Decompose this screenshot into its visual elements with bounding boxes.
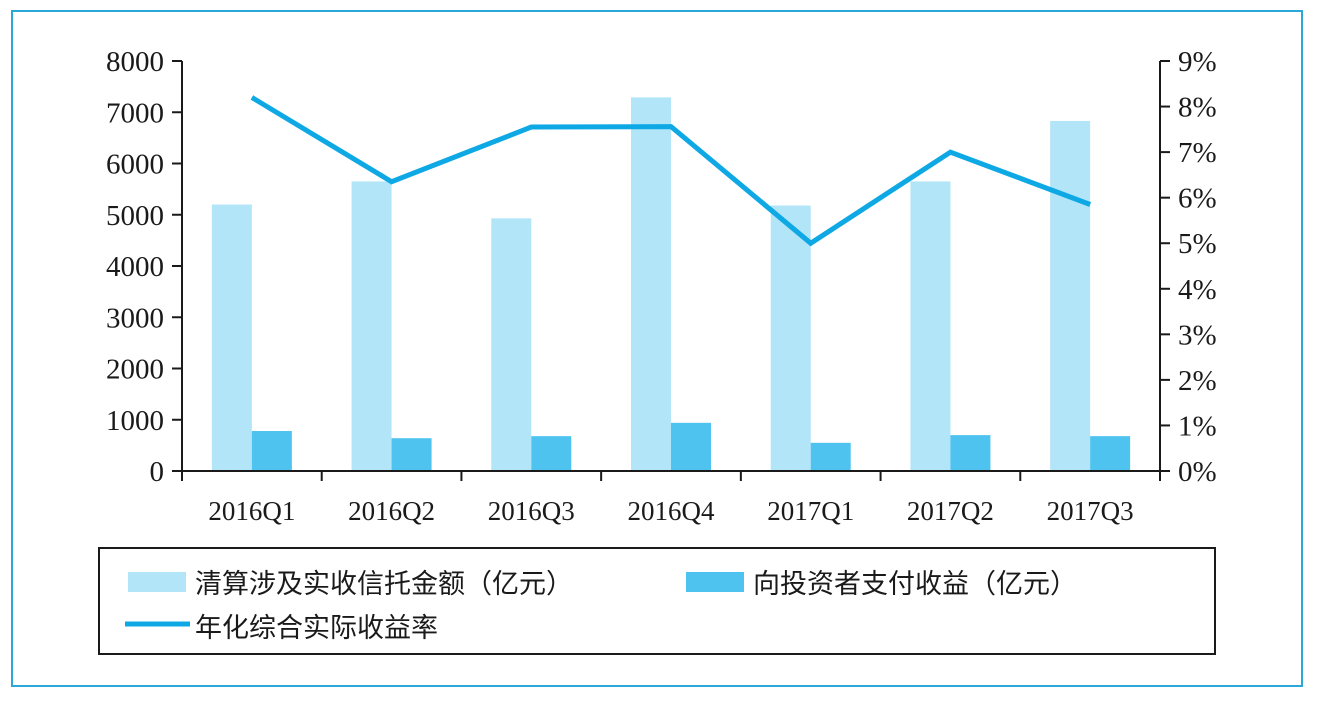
bar-2-2017Q2	[950, 435, 991, 471]
bar-1-2017Q1	[770, 205, 811, 471]
left-tick-label-5000: 5000	[106, 200, 164, 232]
legend-label-series-2: 向投资者支付收益（亿元）	[753, 569, 1077, 600]
right-tick-label-4%: 4%	[1178, 274, 1217, 306]
category-label-2016Q4: 2016Q4	[628, 496, 715, 526]
bar-1-2016Q1	[211, 204, 252, 471]
left-tick-label-3000: 3000	[106, 302, 164, 334]
legend-swatch-series-1	[128, 572, 186, 592]
bar-2-2016Q4	[671, 422, 711, 471]
bar-1-2016Q2	[351, 181, 392, 471]
right-tick-label-5%: 5%	[1178, 228, 1217, 260]
line-layer	[250, 95, 1092, 247]
right-tick-label-1%: 1%	[1178, 410, 1217, 442]
category-label-2016Q2: 2016Q2	[348, 496, 435, 526]
right-tick-label-2%: 2%	[1178, 365, 1217, 397]
category-label-2017Q1: 2017Q1	[767, 496, 854, 526]
legend-label-series-3: 年化综合实际收益率	[195, 613, 438, 644]
category-label-2016Q3: 2016Q3	[488, 496, 575, 526]
right-tick-label-9%: 9%	[1178, 46, 1217, 78]
axes-layer: 0 1000 2000 3000 4000 5000 6000 7000 8000 0% 1% 2% 3…	[106, 46, 1217, 526]
category-label-2017Q2: 2017Q2	[907, 496, 994, 526]
bar-1-2016Q4	[631, 97, 671, 471]
bar-2-2017Q3	[1090, 436, 1131, 471]
category-label-2017Q3: 2017Q3	[1047, 496, 1134, 526]
legend-label-series-1: 清算涉及实收信托金额（亿元）	[195, 569, 573, 600]
bar-2-2017Q1	[810, 442, 851, 471]
left-tick-label-0: 0	[150, 456, 165, 488]
right-tick-label-3%: 3%	[1178, 319, 1217, 351]
bar-1-2016Q3	[491, 218, 532, 471]
legend: 清算涉及实收信托金额（亿元） 向投资者支付收益（亿元） 年化综合实际收益率	[98, 547, 1216, 655]
category-label-2016Q1: 2016Q1	[208, 496, 295, 526]
left-tick-label-2000: 2000	[106, 354, 164, 386]
bars-layer	[211, 97, 1131, 472]
left-tick-label-7000: 7000	[106, 97, 164, 129]
right-tick-label-7%: 7%	[1178, 137, 1217, 169]
right-tick-label-8%: 8%	[1178, 92, 1217, 124]
left-tick-label-4000: 4000	[106, 251, 164, 283]
right-tick-label-0%: 0%	[1178, 456, 1217, 488]
bar-2-2016Q3	[531, 436, 572, 471]
legend-swatch-series-2	[686, 572, 744, 592]
left-tick-label-8000: 8000	[106, 46, 164, 78]
bar-2-2016Q2	[391, 438, 432, 471]
legend-box	[98, 547, 1216, 655]
bar-1-2017Q3	[1050, 120, 1091, 472]
right-tick-label-6%: 6%	[1178, 183, 1217, 215]
left-tick-label-6000: 6000	[106, 149, 164, 181]
bar-1-2017Q2	[910, 181, 951, 471]
bar-2-2016Q1	[251, 431, 292, 471]
left-tick-label-1000: 1000	[106, 405, 164, 437]
